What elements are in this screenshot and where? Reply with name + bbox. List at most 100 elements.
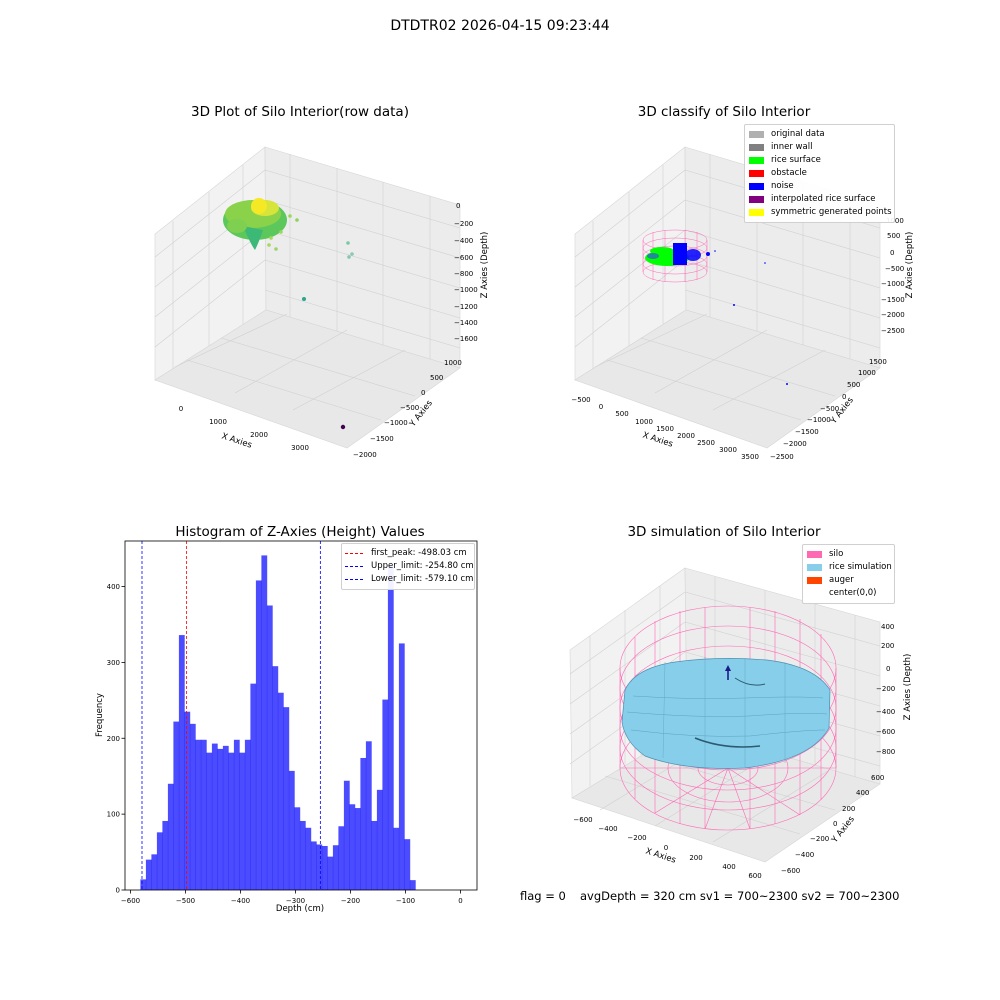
histogram-bar [310,841,317,890]
raw-outlier-points [267,214,354,430]
legend-entry: symmetric generated points [749,206,892,219]
classify-ztick: −2000 [881,311,905,319]
histogram-xlabel: Depth (cm) [276,904,324,914]
legend-label: noise [771,181,794,191]
histogram-bar [409,880,416,890]
legend-line [345,553,363,554]
sim-ztick: −400 [876,708,895,716]
histogram-bar [371,820,378,890]
legend-entry: first_peak: -498.03 cm [345,547,470,560]
simulation-title: 3D simulation of Silo Interior [627,524,821,540]
raw-ztick: −1400 [454,319,478,327]
raw-ztick: 0 [456,202,460,210]
histogram-bar [321,845,328,890]
legend-entry: noise [749,180,890,193]
classify-xtick: 2000 [677,432,695,440]
x-tick-label: −300 [286,897,305,905]
raw-ytick: 0 [421,389,425,397]
classify-xlabel: X Axies [641,430,674,449]
histogram-bar [316,844,323,890]
legend-entry: Upper_limit: -254.80 cm [345,560,474,573]
raw-point-cloud [223,198,287,250]
histogram-bar [239,752,246,890]
legend-swatch [749,131,764,138]
histogram-bar [233,739,240,890]
sim-xtick: 200 [689,854,702,862]
histogram-bar [261,555,268,890]
figure-title: DTDTR02 2026-04-15 09:23:44 [390,18,610,34]
classify-ytick: 1500 [869,358,887,366]
classify-ytick: −1000 [807,416,831,424]
histogram-bar [404,839,411,890]
legend-swatch [807,577,822,584]
legend-swatch [749,183,764,190]
raw-panel-title: 3D Plot of Silo Interior(row data) [191,104,409,120]
raw-xtick: 2000 [250,431,268,439]
histogram-bar [195,739,202,890]
raw-xtick: 0 [179,405,183,413]
histogram-bar [349,804,356,890]
flag-text: flag = 0 [520,889,566,903]
sim-ztick: 0 [886,665,890,673]
histogram-bar [222,745,229,890]
legend-label: rice surface [771,155,821,165]
simulation-3d-plot[interactable]: −600 −400 −200 0 200 400 600 600 400 200… [545,550,925,885]
classify-ztick: −1000 [881,280,905,288]
histogram-bar [178,635,185,890]
legend-label: inner wall [771,142,813,152]
raw-ztick: −1600 [454,335,478,343]
x-tick-label: 0 [458,897,462,905]
legend-entry: Lower_limit: -579.10 cm [345,573,473,586]
classify-xtick: 1000 [635,418,653,426]
histogram-bar [288,770,295,890]
histogram-bar [266,605,273,890]
histogram-bar [217,748,224,890]
legend-label: rice simulation [829,562,892,572]
y-tick-label: 100 [107,811,120,819]
classify-xtick: 3500 [741,453,759,461]
classify-xtick: 500 [615,410,628,418]
histogram-bar [200,739,207,890]
classify-ztick: −2500 [881,327,905,335]
legend-entry: interpolated rice surface [749,193,890,206]
histogram-bar [211,743,218,890]
sim-ytick: −400 [795,851,814,859]
sim-ztick: −600 [876,728,895,736]
center-marker-icon [725,665,731,671]
histogram-chart[interactable]: −600 −500 −400 −300 −200 −100 0 0 100 200 300 400 D… [85,535,485,920]
sim-xtick: 0 [664,844,668,852]
raw-ytick: −2000 [353,451,377,459]
histogram-bar [189,723,196,890]
raw-ytick: 1000 [444,359,462,367]
classify-ytick: 0 [842,393,846,401]
raw-ztick: −400 [454,237,473,245]
legend-swatch [807,590,822,597]
raw-3d-plot[interactable]: 0 1000 2000 3000 1000 500 0 −500 −1000 −… [125,130,500,470]
y-tick-label: 200 [107,735,120,743]
legend-entry: rice simulation [807,561,892,574]
raw-ztick: −1000 [454,286,478,294]
sim-ytick: 600 [871,774,884,782]
histogram-bar [360,757,367,890]
x-tick-label: −500 [176,897,195,905]
histogram-bar [162,820,169,890]
classify-ztick: −500 [885,265,904,273]
legend-swatch [749,144,764,151]
classify-xtick: 3000 [719,446,737,454]
legend-label: Upper_limit: -254.80 cm [371,561,474,571]
legend-entry: obstacle [749,167,890,180]
raw-ylabel: Y Axies [407,398,435,430]
legend-entry: auger [807,574,890,587]
sim-ztick: −200 [876,685,895,693]
raw-zlabel: Z Axies (Depth) [480,232,490,299]
rice-surface [621,657,831,769]
raw-ztick: −200 [454,220,473,228]
legend-label: obstacle [771,168,807,178]
sim-ytick: −200 [810,835,829,843]
histogram-bar [206,752,213,890]
legend-label: auger [829,575,854,585]
legend-entry: inner wall [749,141,890,154]
classify-ytick: −2500 [770,453,794,461]
sim-zlabel: Z Axies (Depth) [903,654,913,721]
sim-xtick: −400 [598,825,617,833]
